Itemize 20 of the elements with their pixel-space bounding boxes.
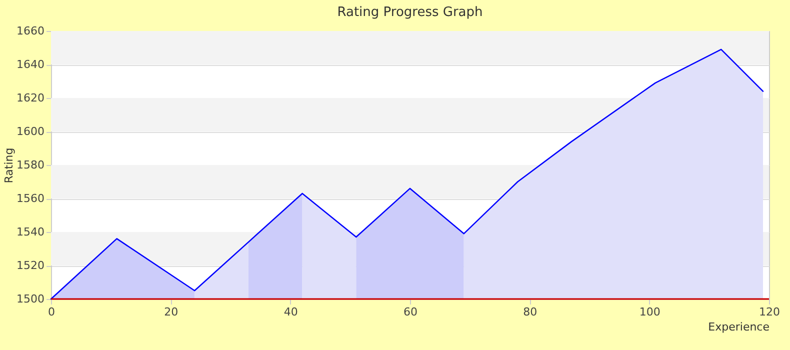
y-tick-label: 1600 xyxy=(16,125,44,138)
x-axis-title: Experience xyxy=(708,320,770,334)
y-tick-label: 1560 xyxy=(16,192,44,205)
x-tick-label: 40 xyxy=(284,306,298,318)
y-tick-label: 1640 xyxy=(16,58,44,71)
line-series xyxy=(50,48,764,300)
y-tick-label: 1520 xyxy=(16,259,44,272)
y-tick-label: 1580 xyxy=(16,158,44,172)
x-tick-label: 20 xyxy=(164,306,178,318)
y-tick-label: 1660 xyxy=(16,24,44,38)
y-axis-title: Rating xyxy=(2,148,16,184)
x-tick-label: 80 xyxy=(523,306,538,318)
y-tick-label: 1540 xyxy=(16,226,44,238)
y-tick-label: 1620 xyxy=(16,92,44,104)
chart-title: Rating Progress Graph xyxy=(337,5,483,20)
x-tick-label: 60 xyxy=(404,306,418,318)
x-tick-label: 100 xyxy=(639,306,660,318)
x-tick-label: 0 xyxy=(48,306,55,318)
x-tick-label: 120 xyxy=(759,306,780,318)
y-tick-label: 1500 xyxy=(16,292,44,306)
